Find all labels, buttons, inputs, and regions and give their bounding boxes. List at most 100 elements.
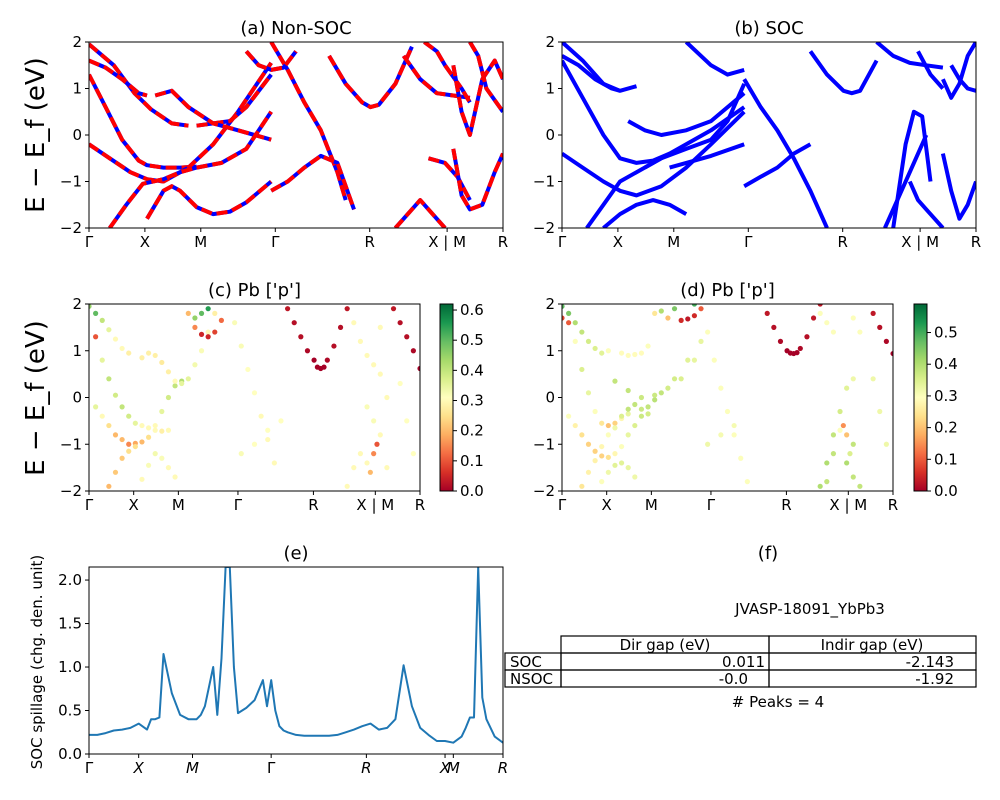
plot-area-b — [562, 42, 976, 228]
scatter-point — [404, 418, 410, 424]
scatter-point — [285, 306, 291, 312]
x-tick-label: Γ — [271, 233, 280, 251]
table-header-indir: Indir gap (eV) — [821, 636, 924, 654]
colorbar — [913, 303, 928, 492]
scatter-point — [384, 394, 390, 401]
scatter-point — [192, 362, 198, 368]
y-tick-label: −2 — [533, 219, 555, 237]
spillage-line — [89, 567, 503, 744]
scatter-point — [698, 306, 704, 312]
scatter-point — [652, 397, 658, 403]
scatter-point — [566, 413, 572, 419]
scatter-point — [159, 455, 165, 461]
colorbar-tick-label: 0.4 — [460, 361, 484, 379]
scatter-point — [351, 465, 357, 471]
scatter-point — [870, 376, 876, 382]
scatter-point — [152, 422, 158, 429]
scatter-point — [112, 392, 119, 398]
y-tick-label: 0 — [72, 389, 82, 407]
scatter-point — [139, 476, 145, 482]
scatter-point — [572, 320, 578, 326]
gap-table: Dir gap (eV) Indir gap (eV) SOC 0.011 -2… — [504, 635, 977, 688]
plot-area-c — [89, 304, 420, 489]
scatter-point — [331, 343, 337, 349]
plot-area-d — [562, 304, 893, 489]
x-tick-label: Γ — [85, 759, 94, 777]
x-tick-label: X — [133, 759, 145, 777]
scatter-point — [159, 408, 165, 415]
scatter-point — [337, 324, 344, 330]
table-header-dir: Dir gap (eV) — [620, 636, 711, 654]
scatter-point — [371, 418, 377, 424]
panel-f-title: (f) — [758, 543, 778, 564]
scatter-point — [618, 350, 625, 356]
scatter-point — [572, 338, 578, 344]
scatter-point — [145, 425, 152, 431]
scatter-point — [192, 324, 198, 330]
axes-frame — [561, 41, 977, 229]
band-line-dashed — [423, 42, 472, 104]
scatter-point — [771, 324, 777, 330]
x-tick-label: X | M — [428, 233, 466, 251]
x-tick-label: X — [602, 496, 612, 514]
scatter-point — [89, 304, 92, 309]
x-tick-label: R — [498, 759, 508, 777]
band-line-dashed — [108, 165, 198, 228]
scatter-point — [119, 404, 125, 410]
x-tick-label: Γ — [707, 496, 716, 514]
scatter-point — [106, 376, 112, 382]
scatter-point — [566, 320, 572, 326]
scatter-point — [165, 394, 172, 401]
x-tick-label: R — [971, 233, 981, 251]
scatter-point — [265, 427, 271, 433]
scatter-point — [298, 334, 304, 340]
scatter-point — [592, 458, 598, 464]
scatter-point — [238, 343, 244, 349]
scatter-point — [106, 483, 112, 489]
ylabel-row1: E − E_f (eV) — [21, 57, 51, 213]
axes-frame — [88, 566, 504, 755]
y-tick-label: −1 — [533, 435, 555, 453]
scatter-point — [592, 345, 598, 352]
colorbar-tick-label: 0.3 — [460, 392, 484, 410]
scatter-point — [152, 427, 158, 433]
y-tick-label: 1 — [72, 80, 82, 98]
table-row-label: NSOC — [510, 670, 553, 688]
scatter-point — [126, 350, 132, 356]
scatter-point — [850, 376, 856, 382]
scatter-point — [724, 408, 731, 415]
material-id: JVASP-18091_YbPb3 — [734, 600, 885, 619]
scatter-point — [278, 418, 284, 424]
band-line — [742, 78, 829, 228]
scatter-point — [638, 413, 645, 419]
scatter-point — [258, 413, 264, 419]
scatter-point — [172, 474, 178, 480]
scatter-point — [705, 441, 711, 447]
table-cell: 0.011 — [722, 653, 765, 671]
scatter-point — [562, 315, 565, 321]
x-tick-label: Γ — [744, 233, 753, 251]
scatter-point — [172, 378, 178, 384]
colorbar-tick-label: 0.6 — [460, 301, 484, 319]
band-line — [891, 109, 933, 228]
scatter-point — [397, 320, 403, 326]
scatter-point — [139, 355, 145, 361]
scatter-point — [671, 306, 678, 312]
scatter-point — [847, 451, 853, 457]
scatter-point — [126, 448, 132, 454]
x-tick-label: Γ — [85, 233, 94, 251]
scatter-point — [410, 348, 416, 354]
x-tick-label: R — [361, 759, 371, 777]
scatter-point — [599, 479, 605, 485]
scatter-point — [377, 371, 383, 377]
scatter-point — [605, 422, 611, 429]
band-line — [743, 142, 812, 188]
scatter-point — [579, 432, 585, 438]
scatter-point — [618, 460, 625, 466]
scatter-point — [645, 404, 651, 410]
scatter-point — [817, 304, 823, 307]
plot-area-a — [89, 42, 503, 228]
scatter-point — [145, 434, 152, 440]
scatter-point — [850, 441, 856, 447]
axes-frame — [88, 303, 421, 492]
